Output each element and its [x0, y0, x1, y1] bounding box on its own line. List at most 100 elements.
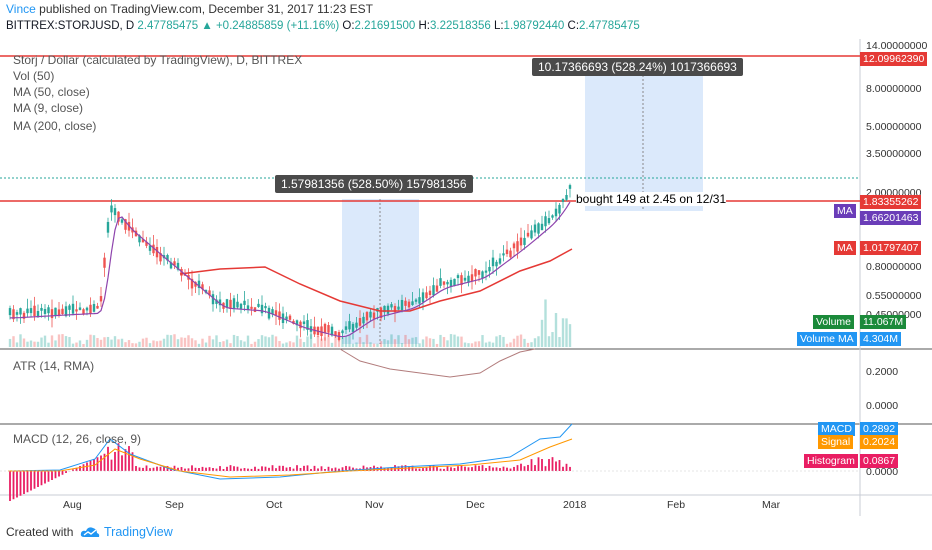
- candle-body[interactable]: [295, 320, 299, 326]
- candle-body[interactable]: [442, 281, 446, 285]
- legend-ma50[interactable]: MA (50, close): [13, 85, 90, 99]
- candle-body[interactable]: [390, 304, 393, 308]
- candle-body[interactable]: [411, 301, 414, 306]
- candle-body[interactable]: [327, 325, 330, 333]
- candle-body[interactable]: [225, 299, 229, 308]
- candle-body[interactable]: [22, 312, 26, 319]
- candle-body[interactable]: [428, 290, 432, 296]
- candle-body[interactable]: [120, 219, 124, 223]
- candle-body[interactable]: [190, 278, 194, 289]
- measure-area-upper[interactable]: [585, 71, 703, 211]
- candle-body[interactable]: [344, 326, 348, 330]
- candle-body[interactable]: [19, 308, 22, 315]
- atr-line[interactable]: [339, 348, 536, 378]
- author-link[interactable]: Vince: [6, 2, 36, 16]
- candle-body[interactable]: [484, 270, 488, 273]
- candle-body[interactable]: [33, 305, 36, 317]
- candle-body[interactable]: [540, 223, 544, 231]
- candle-body[interactable]: [495, 261, 498, 267]
- candle-body[interactable]: [257, 303, 260, 307]
- candle-body[interactable]: [176, 262, 180, 270]
- candle-body[interactable]: [306, 320, 309, 330]
- candle-body[interactable]: [435, 285, 439, 292]
- candle-body[interactable]: [439, 278, 442, 286]
- candle-body[interactable]: [92, 304, 96, 312]
- candle-body[interactable]: [82, 309, 85, 314]
- trade-annotation[interactable]: bought 149 at 2.45 on 12/31: [576, 192, 727, 206]
- candlesticks[interactable]: [8, 183, 572, 342]
- candle-body[interactable]: [404, 300, 407, 306]
- candle-body[interactable]: [498, 258, 502, 264]
- candle-body[interactable]: [64, 306, 68, 317]
- candle-body[interactable]: [446, 281, 449, 285]
- candle-body[interactable]: [8, 308, 12, 316]
- candle-body[interactable]: [15, 312, 19, 315]
- candle-body[interactable]: [215, 299, 218, 304]
- candle-body[interactable]: [358, 318, 362, 326]
- legend-ma200[interactable]: MA (200, close): [13, 119, 97, 133]
- candle-body[interactable]: [250, 306, 253, 309]
- candle-body[interactable]: [519, 237, 523, 246]
- candle-body[interactable]: [474, 269, 477, 277]
- candle-body[interactable]: [369, 311, 372, 318]
- candle-body[interactable]: [323, 323, 327, 333]
- candle-body[interactable]: [558, 204, 561, 214]
- candle-body[interactable]: [397, 306, 400, 310]
- candle-body[interactable]: [260, 304, 264, 314]
- candle-body[interactable]: [502, 253, 505, 256]
- candle-body[interactable]: [379, 307, 383, 319]
- candle-body[interactable]: [432, 285, 435, 296]
- candle-body[interactable]: [78, 307, 82, 310]
- candle-body[interactable]: [180, 268, 183, 276]
- candle-body[interactable]: [491, 257, 495, 267]
- candle-body[interactable]: [554, 208, 558, 217]
- candle-body[interactable]: [383, 305, 386, 313]
- candle-body[interactable]: [117, 211, 120, 222]
- candle-body[interactable]: [330, 326, 334, 336]
- candle-body[interactable]: [526, 232, 530, 237]
- candle-body[interactable]: [89, 304, 92, 314]
- candle-body[interactable]: [155, 247, 159, 258]
- candle-body[interactable]: [68, 305, 71, 310]
- candle-body[interactable]: [449, 279, 453, 287]
- candle-body[interactable]: [477, 270, 481, 275]
- candle-body[interactable]: [169, 262, 173, 269]
- candle-body[interactable]: [334, 331, 337, 336]
- candle-body[interactable]: [12, 309, 15, 320]
- candle-body[interactable]: [103, 257, 106, 268]
- candle-body[interactable]: [166, 255, 169, 261]
- candle-body[interactable]: [453, 278, 456, 287]
- candle-body[interactable]: [85, 307, 89, 311]
- candle-body[interactable]: [197, 280, 201, 289]
- candle-body[interactable]: [124, 219, 127, 230]
- atr-title[interactable]: ATR (14, RMA): [13, 359, 95, 373]
- candle-body[interactable]: [509, 250, 512, 258]
- candle-body[interactable]: [421, 292, 425, 303]
- candle-body[interactable]: [463, 277, 467, 281]
- candle-body[interactable]: [201, 284, 204, 290]
- candle-body[interactable]: [414, 299, 418, 302]
- tradingview-cloud-icon[interactable]: [80, 525, 100, 539]
- candle-body[interactable]: [530, 230, 533, 239]
- candle-body[interactable]: [299, 321, 302, 329]
- candle-body[interactable]: [288, 315, 292, 320]
- candle-body[interactable]: [551, 215, 554, 218]
- candle-body[interactable]: [141, 239, 145, 243]
- candle-body[interactable]: [106, 221, 110, 233]
- candle-body[interactable]: [211, 294, 215, 305]
- candle-body[interactable]: [407, 301, 411, 308]
- candle-body[interactable]: [516, 241, 519, 252]
- candle-body[interactable]: [218, 299, 222, 306]
- legend-vol[interactable]: Vol (50): [13, 69, 55, 83]
- candle-body[interactable]: [348, 321, 351, 330]
- candle-body[interactable]: [96, 305, 99, 309]
- candle-body[interactable]: [365, 312, 369, 321]
- candle-body[interactable]: [229, 299, 232, 309]
- candle-body[interactable]: [460, 275, 463, 286]
- candle-body[interactable]: [243, 300, 246, 305]
- candle-body[interactable]: [533, 224, 537, 233]
- candle-body[interactable]: [29, 308, 33, 314]
- candle-body[interactable]: [400, 299, 404, 311]
- candle-body[interactable]: [208, 290, 211, 296]
- ma-9-line[interactable]: [9, 201, 571, 338]
